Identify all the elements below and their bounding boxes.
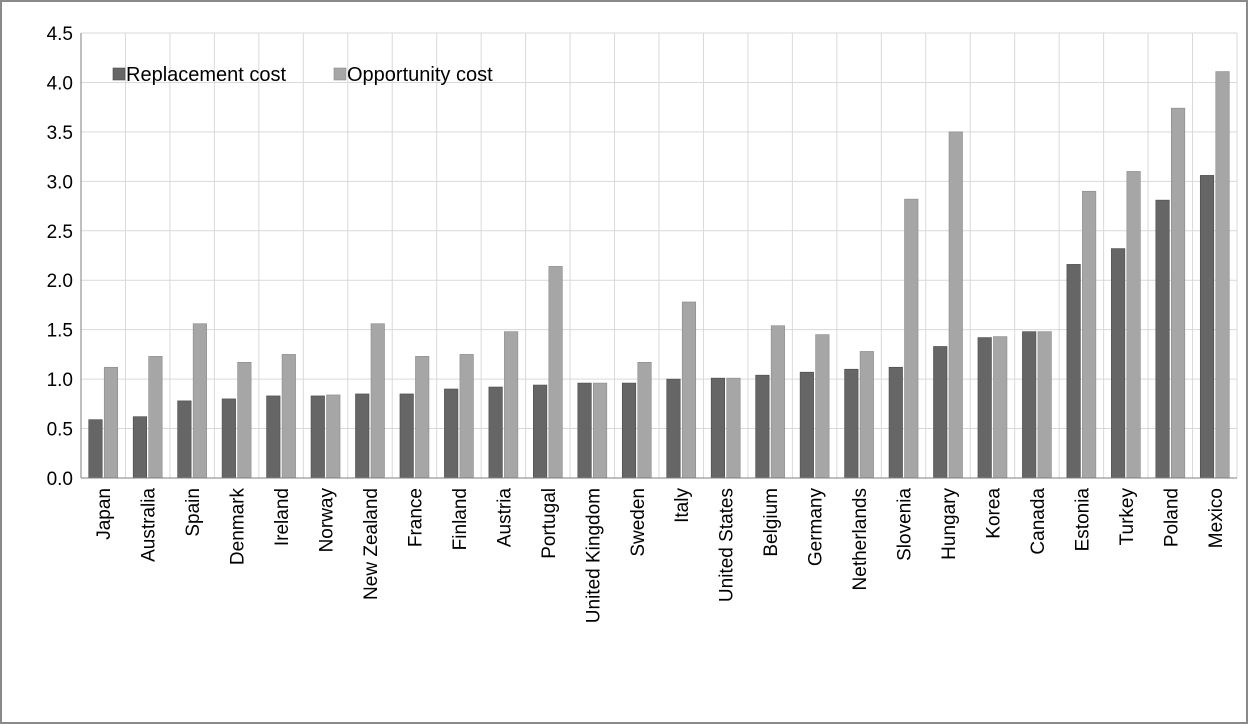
x-category-label: Austria [494,488,515,548]
bar-opportunity-united-kingdom [593,382,608,479]
x-category-label: Estonia [1072,488,1093,552]
bar-replacement-mexico [1199,175,1215,479]
y-tick-label: 4.0 [47,73,73,94]
bar-opportunity-mexico [1215,71,1230,479]
x-category-label: Ireland [272,488,293,546]
bar-opportunity-poland [1171,107,1186,479]
y-tick-label: 0.5 [47,420,73,441]
bar-replacement-new-zealand [355,393,370,479]
bar-replacement-sweden [621,382,637,479]
x-category-label: Korea [983,488,1004,539]
x-category-label: Germany [806,488,827,567]
bar-opportunity-slovenia [904,198,919,479]
x-category-label: Mexico [1206,488,1227,548]
x-category-label: Spain [183,488,204,537]
x-category-label: United States [717,488,738,602]
x-axis: Japan Australia Spain Denmark Ireland Norway N… [81,477,1237,623]
bar-opportunity-italy [681,301,697,479]
y-tick-label: 4.5 [47,24,73,45]
y-tick-label: 0.0 [47,469,73,490]
bar-replacement-ireland [266,395,281,479]
x-category-label: New Zealand [361,488,382,600]
bar-replacement-italy [666,378,681,479]
bar-opportunity-austria [504,331,519,479]
x-category-label: France [405,488,426,547]
y-tick-label: 1.0 [47,370,73,391]
bar-opportunity-denmark [237,361,252,479]
bar-replacement-germany [799,371,814,479]
y-tick-label: 2.0 [47,271,73,292]
bar-replacement-slovenia [888,366,903,479]
y-tick-label: 1.5 [47,321,73,342]
bar-replacement-portugal [533,384,548,479]
x-category-label: Slovenia [895,488,916,561]
legend-swatch-replacement [112,67,126,81]
x-category-label: Portugal [539,488,560,559]
x-category-label: Turkey [1117,488,1138,546]
bar-replacement-hungary [933,346,948,479]
legend-label-opportunity: Opportunity cost [347,64,493,86]
legend-label-replacement: Replacement cost [126,64,287,86]
x-category-label: Sweden [628,488,649,557]
bar-replacement-estonia [1066,264,1081,479]
bar-replacement-norway [310,395,325,479]
x-category-label: Australia [139,488,160,562]
x-category-label: Denmark [228,488,249,566]
bar-opportunity-france [415,356,430,479]
x-category-label: Norway [317,488,338,553]
x-category-label: Poland [1161,488,1182,547]
bar-replacement-united-kingdom [577,382,592,479]
bar-opportunity-spain [192,323,207,479]
bar-opportunity-sweden [637,361,652,479]
y-tick-label: 3.5 [47,123,73,144]
bar-replacement-denmark [221,398,236,479]
bar-opportunity-germany [815,334,830,479]
bar-opportunity-belgium [770,325,785,479]
bar-replacement-finland [444,388,459,479]
bar-opportunity-australia [148,356,163,479]
bar-replacement-korea [977,337,992,479]
bar-replacement-france [399,393,414,479]
bar-replacement-canada [1022,331,1037,479]
bar-replacement-australia [132,416,147,479]
bar-opportunity-canada [1037,331,1052,479]
x-category-label: United Kingdom [583,488,604,623]
x-category-label: Japan [94,488,115,540]
legend: Replacement cost Opportunity cost [112,64,493,86]
bar-opportunity-ireland [281,354,296,479]
bar-replacement-japan [88,419,103,479]
y-tick-label: 2.5 [47,222,73,243]
bar-replacement-poland [1155,199,1170,479]
y-tick-label: 3.0 [47,172,73,193]
bar-opportunity-korea [993,336,1008,479]
bar-opportunity-new-zealand [370,323,385,479]
bar-opportunity-netherlands [859,351,874,479]
bar-replacement-netherlands [844,368,859,479]
bar-opportunity-japan [103,366,119,479]
bar-opportunity-norway [326,394,341,479]
bar-replacement-united-states [710,377,725,479]
x-category-label: Finland [450,488,471,550]
bar-replacement-turkey [1111,248,1126,479]
bar-opportunity-finland [459,354,474,479]
y-axis: 0.0 0.5 1.0 1.5 2.0 2.5 3.0 3.5 4.0 4.5 [47,24,82,490]
legend-swatch-opportunity [333,67,347,81]
x-category-label: Canada [1028,488,1049,555]
bars [88,71,1230,479]
bar-opportunity-estonia [1082,190,1097,479]
bar-replacement-spain [177,400,192,479]
bar-opportunity-hungary [948,131,963,479]
x-category-label: Hungary [939,488,960,560]
grid-lines [80,32,1238,479]
bar-replacement-belgium [755,374,770,479]
bar-replacement-austria [488,386,503,479]
bar-opportunity-united-states [726,377,741,479]
bar-opportunity-portugal [548,266,563,479]
x-category-label: Italy [672,488,693,523]
x-category-label: Belgium [761,488,782,557]
bar-opportunity-turkey [1126,171,1141,479]
x-category-label: Netherlands [850,488,871,590]
